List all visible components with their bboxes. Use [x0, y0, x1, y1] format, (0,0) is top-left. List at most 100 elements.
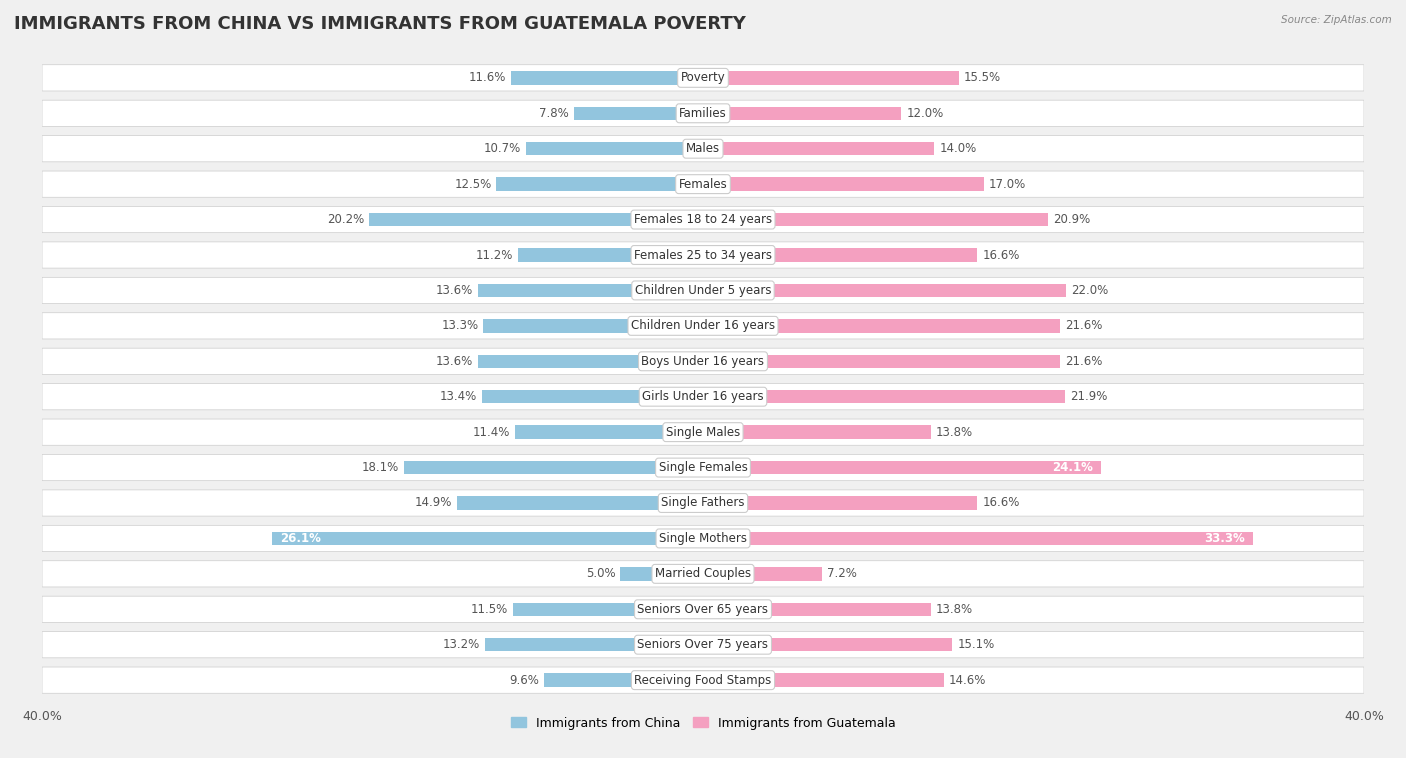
Text: 13.4%: 13.4% [440, 390, 477, 403]
FancyBboxPatch shape [42, 667, 1364, 694]
Bar [703, 638, 952, 651]
Bar [703, 213, 1049, 227]
Text: 20.2%: 20.2% [328, 213, 364, 226]
Text: Families: Families [679, 107, 727, 120]
Bar [703, 390, 1064, 403]
Bar [526, 142, 703, 155]
Bar [457, 496, 703, 509]
Text: 13.8%: 13.8% [936, 603, 973, 615]
Text: Source: ZipAtlas.com: Source: ZipAtlas.com [1281, 15, 1392, 25]
Bar [478, 283, 703, 297]
Bar [703, 177, 984, 191]
Text: 22.0%: 22.0% [1071, 284, 1109, 297]
Bar [544, 673, 703, 687]
FancyBboxPatch shape [42, 277, 1364, 303]
Text: 11.5%: 11.5% [471, 603, 508, 615]
Text: 11.6%: 11.6% [470, 71, 506, 84]
Text: Single Males: Single Males [666, 426, 740, 439]
Text: Poverty: Poverty [681, 71, 725, 84]
Text: 18.1%: 18.1% [361, 461, 399, 474]
Text: 21.6%: 21.6% [1064, 319, 1102, 332]
Text: 14.6%: 14.6% [949, 674, 987, 687]
FancyBboxPatch shape [42, 384, 1364, 410]
Bar [496, 177, 703, 191]
Text: 24.1%: 24.1% [1052, 461, 1092, 474]
Text: 5.0%: 5.0% [586, 567, 616, 581]
Text: 16.6%: 16.6% [983, 496, 1019, 509]
Text: 12.5%: 12.5% [454, 177, 492, 191]
Text: Females 25 to 34 years: Females 25 to 34 years [634, 249, 772, 262]
Text: 13.6%: 13.6% [436, 284, 474, 297]
Bar [512, 71, 703, 85]
Text: 26.1%: 26.1% [280, 532, 321, 545]
Text: 17.0%: 17.0% [988, 177, 1026, 191]
Bar [513, 603, 703, 616]
FancyBboxPatch shape [42, 313, 1364, 339]
Text: 33.3%: 33.3% [1204, 532, 1244, 545]
Text: Males: Males [686, 143, 720, 155]
Bar [703, 107, 901, 120]
Text: 20.9%: 20.9% [1053, 213, 1091, 226]
FancyBboxPatch shape [42, 631, 1364, 658]
Text: 15.5%: 15.5% [965, 71, 1001, 84]
Text: 16.6%: 16.6% [983, 249, 1019, 262]
Bar [703, 319, 1060, 333]
FancyBboxPatch shape [42, 171, 1364, 197]
Text: Single Fathers: Single Fathers [661, 496, 745, 509]
Bar [478, 355, 703, 368]
Text: 13.2%: 13.2% [443, 638, 479, 651]
FancyBboxPatch shape [42, 136, 1364, 161]
Text: 14.0%: 14.0% [939, 143, 977, 155]
Bar [517, 249, 703, 262]
Bar [574, 107, 703, 120]
Text: IMMIGRANTS FROM CHINA VS IMMIGRANTS FROM GUATEMALA POVERTY: IMMIGRANTS FROM CHINA VS IMMIGRANTS FROM… [14, 15, 747, 33]
Text: 21.9%: 21.9% [1070, 390, 1107, 403]
Text: Receiving Food Stamps: Receiving Food Stamps [634, 674, 772, 687]
Text: 7.8%: 7.8% [540, 107, 569, 120]
FancyBboxPatch shape [42, 597, 1364, 622]
Legend: Immigrants from China, Immigrants from Guatemala: Immigrants from China, Immigrants from G… [506, 712, 900, 735]
Bar [703, 673, 945, 687]
FancyBboxPatch shape [42, 64, 1364, 91]
Text: Seniors Over 65 years: Seniors Over 65 years [637, 603, 769, 615]
Bar [703, 461, 1101, 475]
Text: 9.6%: 9.6% [509, 674, 540, 687]
FancyBboxPatch shape [42, 419, 1364, 445]
Text: Girls Under 16 years: Girls Under 16 years [643, 390, 763, 403]
Bar [703, 567, 823, 581]
Text: Single Females: Single Females [658, 461, 748, 474]
FancyBboxPatch shape [42, 490, 1364, 516]
FancyBboxPatch shape [42, 455, 1364, 481]
Bar [620, 567, 703, 581]
Bar [703, 249, 977, 262]
Bar [703, 531, 1253, 545]
Bar [370, 213, 703, 227]
Bar [515, 425, 703, 439]
Bar [484, 319, 703, 333]
Bar [404, 461, 703, 475]
Text: 13.6%: 13.6% [436, 355, 474, 368]
Bar [703, 142, 934, 155]
Text: Single Mothers: Single Mothers [659, 532, 747, 545]
Bar [703, 283, 1066, 297]
Text: 15.1%: 15.1% [957, 638, 994, 651]
Bar [703, 496, 977, 509]
Text: Females 18 to 24 years: Females 18 to 24 years [634, 213, 772, 226]
Bar [271, 531, 703, 545]
Text: 14.9%: 14.9% [415, 496, 451, 509]
Text: 21.6%: 21.6% [1064, 355, 1102, 368]
Text: 12.0%: 12.0% [907, 107, 943, 120]
Text: Females: Females [679, 177, 727, 191]
Text: Children Under 5 years: Children Under 5 years [634, 284, 772, 297]
FancyBboxPatch shape [42, 348, 1364, 374]
FancyBboxPatch shape [42, 100, 1364, 127]
Bar [485, 638, 703, 651]
FancyBboxPatch shape [42, 242, 1364, 268]
Bar [703, 425, 931, 439]
Bar [482, 390, 703, 403]
FancyBboxPatch shape [42, 206, 1364, 233]
Text: 11.4%: 11.4% [472, 426, 510, 439]
Bar [703, 603, 931, 616]
Text: 10.7%: 10.7% [484, 143, 522, 155]
Text: 7.2%: 7.2% [827, 567, 856, 581]
